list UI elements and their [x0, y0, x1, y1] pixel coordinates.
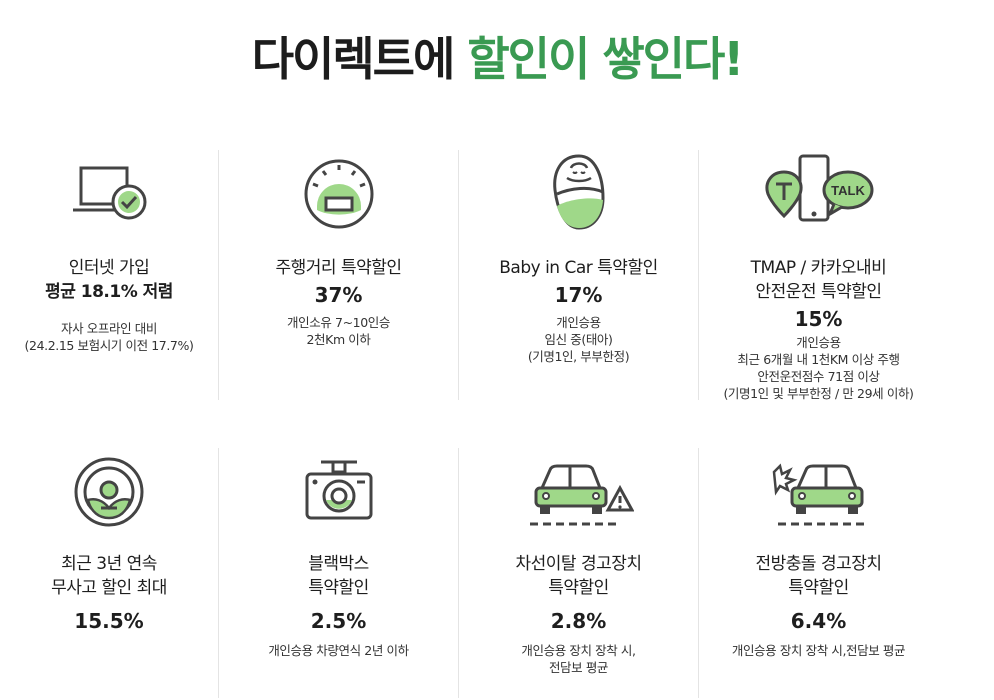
item-title-line: 주행거리 특약할인: [275, 258, 402, 278]
item-title-line: 특약할인: [308, 578, 369, 598]
discount-mileage: 주행거리 특약할인 37% 개인소유 7~10인승 2천Km 이하: [218, 150, 458, 400]
item-title-line: 인터넷 가입: [68, 258, 150, 278]
item-desc-line: 안전운전점수 71점 이상: [757, 369, 880, 384]
item-rate: 15.5%: [74, 609, 144, 633]
item-desc-line: 개인승용 장치 장착 시,: [521, 643, 636, 658]
item-desc-line: 최근 6개월 내 1천KM 이상 주행: [737, 352, 900, 367]
item-rate: 6.4%: [790, 609, 847, 633]
item-desc-line: 자사 오프라인 대비: [61, 321, 157, 336]
headline: 다이렉트에 할인이 쌓인다!: [0, 22, 994, 102]
item-desc-line: 개인승용 차량연식 2년 이하: [268, 643, 409, 658]
item-title-line: 전방충돌 경고장치: [755, 554, 882, 574]
item-rate: 2.8%: [550, 609, 607, 633]
item-title-line: 특약할인: [788, 578, 849, 598]
item-title-line: 최근 3년 연속: [61, 554, 157, 574]
item-desc-line: (24.2.15 보험시기 이전 17.7%): [24, 338, 194, 353]
discount-accident-free: 최근 3년 연속 무사고 할인 최대 15.5%: [0, 448, 218, 698]
item-desc-line: (기명1인 및 부부한정 / 만 29세 이하): [723, 386, 914, 401]
item-title-line: 안전운전 특약할인: [755, 282, 882, 302]
laptop-check-icon: [73, 166, 147, 220]
baby-swaddle-icon: [552, 154, 605, 230]
discount-blackbox: 블랙박스 특약할인 2.5% 개인승용 차량연식 2년 이하: [218, 448, 458, 698]
item-title-line: 차선이탈 경고장치: [515, 554, 642, 574]
item-title-line: 특약할인: [548, 578, 609, 598]
headline-plain: 다이렉트에: [251, 32, 456, 86]
discount-row-2: 최근 3년 연속 무사고 할인 최대 15.5% 블랙박스 특약할인 2.5%: [0, 448, 994, 698]
odometer-icon: [304, 159, 373, 229]
item-desc-line: 개인승용: [796, 335, 841, 350]
discount-baby-in-car: Baby in Car 특약할인 17% 개인승용 임신 중(태아) (기명1인…: [458, 150, 698, 400]
item-desc-line: 개인승용: [556, 315, 601, 330]
discount-tmap-kakao: TALK TMAP / 카카오내비 안전운전 특약할인 15% 개인승용 최근 …: [698, 150, 938, 401]
talk-badge: TALK: [831, 183, 865, 198]
item-title-line: 블랙박스: [308, 554, 369, 574]
forward-collision-warning-icon: [772, 463, 868, 526]
discount-internet-signup: 인터넷 가입 평균 18.1% 저렴 자사 오프라인 대비 (24.2.15 보…: [0, 150, 218, 400]
item-desc-line: 개인소유 7~10인승: [287, 315, 390, 330]
tmap-kakao-talk-icon: TALK: [765, 154, 873, 222]
discount-row-1: 인터넷 가입 평균 18.1% 저렴 자사 오프라인 대비 (24.2.15 보…: [0, 150, 994, 401]
item-desc-line: 임신 중(태아): [544, 332, 613, 347]
item-title-line: Baby in Car 특약할인: [499, 258, 658, 278]
item-title-line: TMAP / 카카오내비: [750, 258, 887, 278]
discount-lane-departure: 차선이탈 경고장치 특약할인 2.8% 개인승용 장치 장착 시, 전담보 평균: [458, 448, 698, 698]
lane-departure-warning-icon: [529, 464, 634, 526]
steering-wheel-icon: [74, 457, 144, 527]
item-title-line: 평균 18.1% 저렴: [45, 282, 173, 302]
item-title-line: 무사고 할인 최대: [51, 578, 167, 598]
item-rate: 15%: [794, 307, 843, 331]
item-desc-line: 개인승용 장치 장착 시,전담보 평균: [731, 643, 906, 658]
headline-highlight: 할인이 쌓인다!: [461, 22, 747, 96]
item-rate: 17%: [554, 283, 603, 307]
item-rate: 2.5%: [310, 609, 367, 633]
item-desc-line: 전담보 평균: [548, 660, 609, 675]
item-rate: 37%: [314, 283, 363, 307]
discount-forward-collision: 전방충돌 경고장치 특약할인 6.4% 개인승용 장치 장착 시,전담보 평균: [698, 448, 938, 698]
dashcam-icon: [305, 460, 372, 520]
item-desc-line: 2천Km 이하: [306, 332, 371, 347]
item-desc-line: (기명1인, 부부한정): [527, 349, 630, 364]
